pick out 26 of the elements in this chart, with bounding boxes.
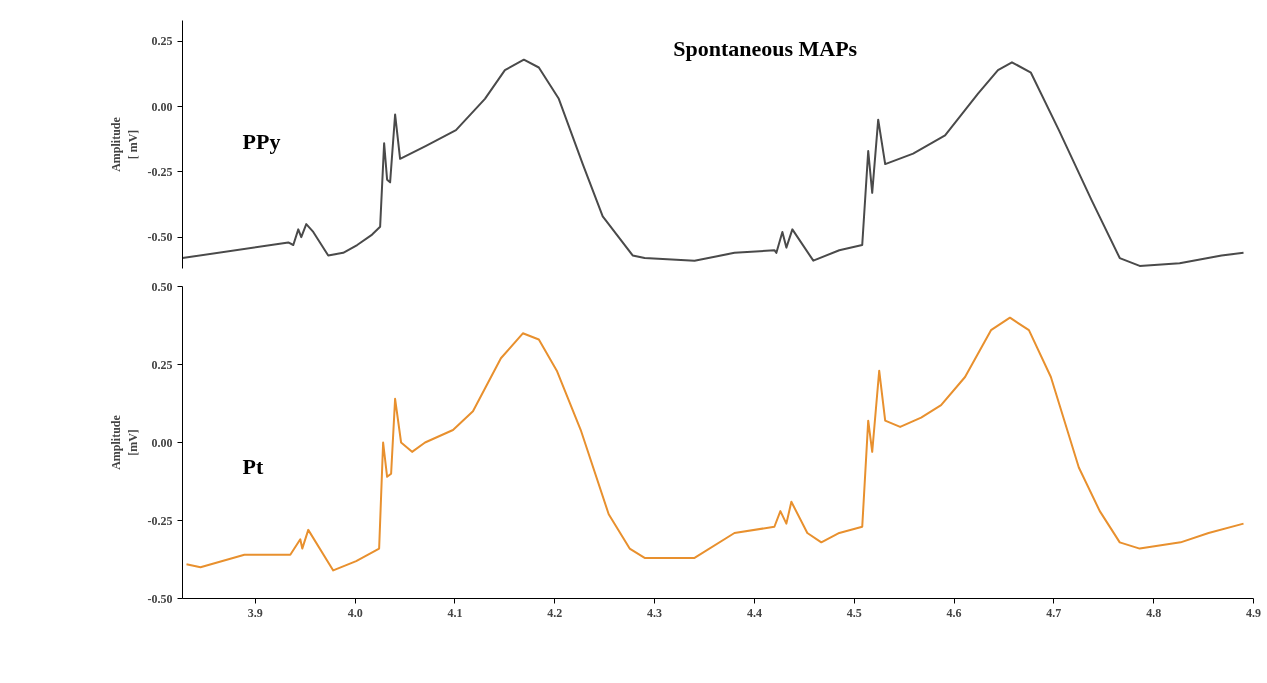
- line-series: [185, 316, 1245, 572]
- text: PPy: [242, 129, 281, 155]
- y-tick-label: 0.00: [151, 99, 173, 114]
- y-tick-label: 0.25: [151, 34, 173, 49]
- y-tick-label: -0.50: [147, 591, 173, 606]
- x-tick-label: 4.2: [547, 605, 563, 620]
- text: Pt: [242, 453, 264, 479]
- x-tick-label: 3.9: [247, 605, 263, 620]
- y-tick-label: -0.25: [147, 164, 173, 179]
- x-tick-label: 4.7: [1046, 605, 1062, 620]
- x-tick-label: 4.6: [946, 605, 962, 620]
- x-tick-label: 4.5: [846, 605, 862, 620]
- y-axis-title: Amplitude [mV]: [108, 414, 140, 470]
- text: Spontaneous MAPs: [673, 35, 858, 61]
- x-tick-label: 4.3: [647, 605, 663, 620]
- y-tick-label: -0.25: [147, 513, 173, 528]
- x-tick-label: 4.1: [447, 605, 463, 620]
- y-tick-label: 0.50: [151, 279, 173, 294]
- x-tick-label: 4.8: [1146, 605, 1162, 620]
- x-tick-label: 4.0: [347, 605, 363, 620]
- x-tick-label: 4.9: [1246, 605, 1261, 620]
- y-tick-label: 0.25: [151, 357, 173, 372]
- x-tick-label: 4.4: [746, 605, 762, 620]
- y-tick-label: 0.00: [151, 435, 173, 450]
- y-axis-title: Amplitude [ mV]: [108, 116, 140, 172]
- y-tick-label: -0.50: [147, 230, 173, 245]
